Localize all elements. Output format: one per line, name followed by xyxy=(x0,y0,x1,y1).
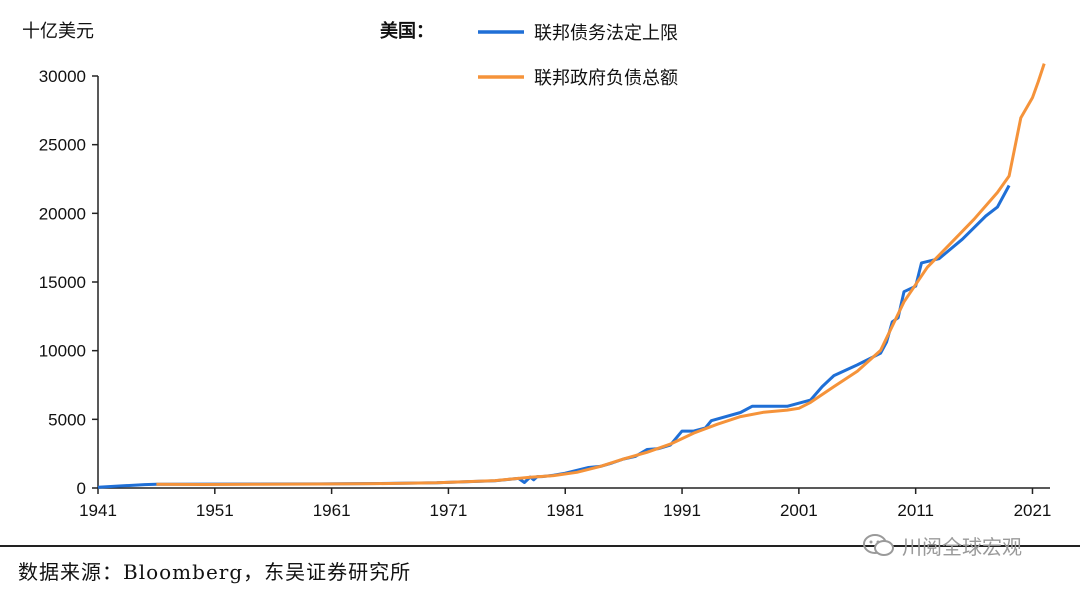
watermark-text: 川阅全球宏观 xyxy=(902,534,1022,559)
x-tick-label: 2001 xyxy=(780,501,818,520)
y-axis-unit-label: 十亿美元 xyxy=(22,21,94,42)
axes: 0 5000 10000 15000 20000 25000 30000 1941 1951 19… xyxy=(39,67,1052,520)
legend-title: 美国： xyxy=(380,20,434,42)
source-note: 数据来源：Bloomberg，东吴证券研究所 xyxy=(18,560,412,584)
x-tick-label: 1961 xyxy=(313,501,351,520)
y-tick-label: 10000 xyxy=(39,342,86,361)
x-tick-label: 1951 xyxy=(196,501,234,520)
series-layer xyxy=(97,63,1046,489)
wechat-icon xyxy=(862,533,896,557)
y-tick-label: 30000 xyxy=(39,67,86,86)
x-tick-label: 1991 xyxy=(663,501,701,520)
x-tick-label: 2021 xyxy=(1014,501,1052,520)
y-tick-label: 0 xyxy=(77,479,86,498)
x-tick-label: 1981 xyxy=(546,501,584,520)
series-line-total-debt xyxy=(156,63,1046,486)
y-tick-label: 20000 xyxy=(39,204,86,223)
legend-label-total-debt: 联邦政府负债总额 xyxy=(534,68,678,89)
legend-label-debt-ceiling: 联邦债务法定上限 xyxy=(534,23,678,44)
series-line-debt-ceiling xyxy=(97,184,1011,489)
x-tick-label: 2011 xyxy=(897,501,934,520)
y-tick-label: 15000 xyxy=(39,273,86,292)
y-tick-label: 5000 xyxy=(48,410,86,429)
x-tick-label: 1971 xyxy=(430,501,468,520)
y-tick-label: 25000 xyxy=(39,136,86,155)
x-tick-label: 1941 xyxy=(79,501,117,520)
footer-divider xyxy=(0,545,1080,547)
watermark: 川阅全球宏观 xyxy=(862,530,1022,560)
